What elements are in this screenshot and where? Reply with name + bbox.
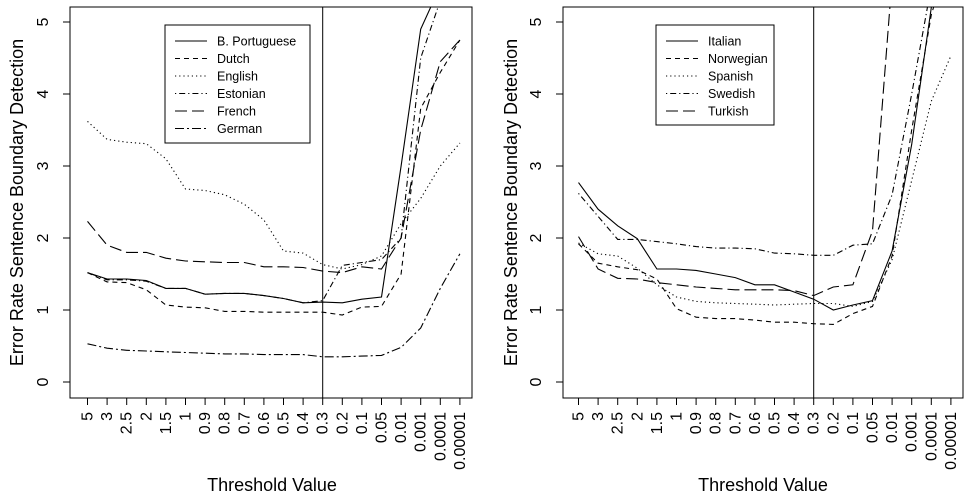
x-axis-label: Threshold Value — [698, 475, 828, 495]
legend-entry: Turkish — [708, 105, 749, 119]
y-tick-label: 3 — [35, 161, 52, 170]
x-tick-label: 2.5 — [119, 412, 136, 434]
y-tick-label: 3 — [528, 161, 545, 170]
x-tick-label: 0.6 — [747, 412, 764, 434]
y-tick-label: 0 — [35, 377, 52, 386]
x-tick-label: 0.4 — [295, 412, 312, 434]
legend-box — [164, 24, 311, 144]
x-tick-label: 0.1 — [845, 412, 862, 434]
x-tick-label: 0.7 — [727, 412, 744, 434]
legend-entry: German — [217, 122, 262, 136]
y-axis-label: Error Rate Sentence Boundary Detection — [501, 39, 521, 366]
series-line-norwegian — [578, 7, 935, 325]
x-tick-label: 2 — [629, 412, 646, 421]
x-tick-label: 0.05 — [865, 412, 882, 443]
plot-area-border — [69, 6, 473, 399]
x-tick-label: 1.5 — [649, 412, 666, 434]
x-tick-label: 0.00001 — [943, 412, 960, 470]
series-line-french — [87, 39, 461, 274]
x-tick-label: 3 — [99, 412, 116, 421]
x-tick-label: 0.4 — [786, 412, 803, 434]
x-tick-label: 0.9 — [688, 412, 705, 434]
x-tick-label: 0.001 — [413, 412, 430, 452]
series-line-dutch — [87, 39, 461, 316]
y-axis-label: Error Rate Sentence Boundary Detection — [7, 39, 27, 366]
legend-entry: English — [217, 70, 258, 84]
x-tick-label: 0.00001 — [452, 412, 469, 470]
x-tick-label: 5 — [571, 412, 588, 421]
x-tick-label: 3 — [590, 412, 607, 421]
x-axis-label: Threshold Value — [207, 475, 337, 495]
x-tick-label: 0.5 — [767, 412, 784, 434]
x-tick-label: 0.7 — [236, 412, 253, 434]
x-tick-label: 0.01 — [884, 412, 901, 443]
x-tick-label: 0.001 — [904, 412, 921, 452]
y-tick-label: 5 — [35, 17, 52, 26]
series-line-estonian — [87, 7, 439, 304]
legend-entry: Spanish — [708, 70, 753, 84]
y-tick-label: 2 — [528, 233, 545, 242]
x-tick-label: 0.2 — [825, 412, 842, 434]
x-tick-label: 0.0001 — [432, 412, 449, 461]
x-tick-label: 0.8 — [217, 412, 234, 434]
legend-entry: French — [217, 105, 256, 119]
legend-entry: Italian — [708, 35, 741, 49]
x-tick-label: 0.6 — [256, 412, 273, 434]
series-line-german — [87, 253, 461, 358]
y-tick-label: 2 — [35, 233, 52, 242]
y-tick-label: 4 — [528, 89, 545, 98]
y-tick-label: 1 — [35, 305, 52, 314]
plot-area-border — [562, 6, 964, 399]
y-tick-label: 5 — [528, 17, 545, 26]
x-tick-label: 1.5 — [158, 412, 175, 434]
series-line-italian — [578, 7, 933, 311]
series-line-english — [87, 120, 461, 270]
legend-box — [655, 24, 775, 126]
series-line-swedish — [578, 7, 929, 256]
y-tick-label: 1 — [528, 305, 545, 314]
x-tick-label: 0.0001 — [923, 412, 940, 461]
y-tick-label: 4 — [35, 89, 52, 98]
legend-entry: B. Portuguese — [217, 35, 296, 49]
legend-entry: Dutch — [217, 52, 250, 66]
x-tick-label: 0.1 — [354, 412, 371, 434]
x-tick-label: 0.5 — [276, 412, 293, 434]
x-tick-label: 0.9 — [197, 412, 214, 434]
legend: Italian Norwegian Spanish Swedish Turkish — [655, 24, 775, 126]
legend: B. Portuguese Dutch English Estonian French G… — [164, 24, 311, 144]
legend-entry: Swedish — [708, 87, 755, 101]
series-line-spanish — [578, 55, 952, 307]
x-tick-label: 0.3 — [315, 412, 332, 434]
x-tick-label: 2 — [138, 412, 155, 421]
x-tick-label: 0.2 — [334, 412, 351, 434]
x-tick-label: 0.05 — [374, 412, 391, 443]
x-tick-label: 0.8 — [708, 412, 725, 434]
legend-entry: Norwegian — [708, 52, 768, 66]
x-tick-label: 1 — [669, 412, 686, 421]
x-tick-label: 5 — [80, 412, 97, 421]
x-tick-label: 0.01 — [393, 412, 410, 443]
legend-entry: Estonian — [217, 87, 266, 101]
y-tick-label: 0 — [528, 377, 545, 386]
x-tick-label: 0.3 — [806, 412, 823, 434]
x-tick-label: 2.5 — [610, 412, 627, 434]
series-line-turkish — [578, 7, 891, 297]
x-tick-label: 1 — [178, 412, 195, 421]
